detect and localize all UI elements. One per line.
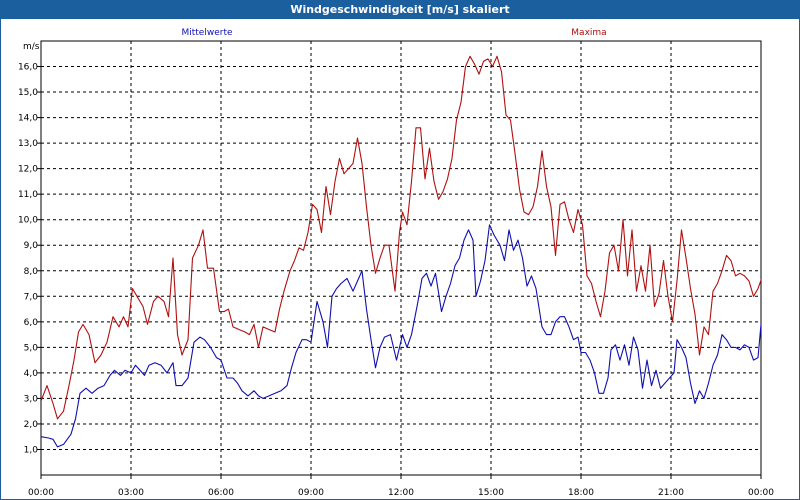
x-axis: 00:0029.04.2103:0029.04.2106:0029.04.210…	[28, 475, 774, 498]
y-tick-label: 2,0	[24, 420, 39, 430]
x-tick-time-label: 03:00	[118, 488, 144, 498]
x-tick-time-label: 00:00	[748, 488, 774, 498]
chart-title: Windgeschwindigkeit [m/s] skaliert	[1, 1, 799, 19]
y-tick-label: 6,0	[24, 318, 39, 328]
y-tick-label: 10,0	[18, 216, 38, 226]
y-tick-label: 11,0	[18, 190, 38, 200]
y-axis: m/s 1,0 2,0 3,0 4,0 5,0 6,0 7,0 8,0 9,0 10,0 11,0 1…	[18, 42, 41, 455]
series-lines	[41, 55, 761, 448]
y-tick-label: 1,0	[24, 445, 39, 455]
series-line-maxima	[41, 55, 761, 420]
y-tick-label: 8,0	[24, 267, 39, 277]
series-line-mittelwerte	[41, 224, 761, 448]
y-tick-label: 3,0	[24, 394, 39, 404]
x-tick-time-label: 15:00	[478, 488, 504, 498]
y-tick-label: 13,0	[18, 139, 38, 149]
legend-entry-maxima: Maxima	[571, 28, 606, 38]
x-tick-time-label: 09:00	[298, 488, 324, 498]
x-tick-time-label: 06:00	[208, 488, 234, 498]
y-tick-label: 7,0	[24, 292, 39, 302]
legend: Mittelwerte Maxima	[181, 28, 606, 38]
y-tick-label: 12,0	[18, 165, 38, 175]
x-tick-time-label: 18:00	[568, 488, 594, 498]
legend-entry-mittelwerte: Mittelwerte	[181, 28, 232, 38]
y-axis-unit-label: m/s	[23, 42, 40, 52]
y-tick-label: 4,0	[24, 369, 39, 379]
y-tick-label: 14,0	[18, 114, 38, 124]
x-tick-time-label: 12:00	[388, 488, 414, 498]
y-tick-label: 5,0	[24, 343, 39, 353]
y-tick-label: 16,0	[18, 63, 38, 73]
y-tick-label: 9,0	[24, 241, 39, 251]
wind-speed-line-chart: m/s 1,0 2,0 3,0 4,0 5,0 6,0 7,0 8,0 9,0 10,0 11,0 1…	[18, 28, 774, 498]
x-tick-time-label: 21:00	[658, 488, 684, 498]
y-tick-label: 15,0	[18, 88, 38, 98]
x-tick-time-label: 00:00	[28, 488, 54, 498]
